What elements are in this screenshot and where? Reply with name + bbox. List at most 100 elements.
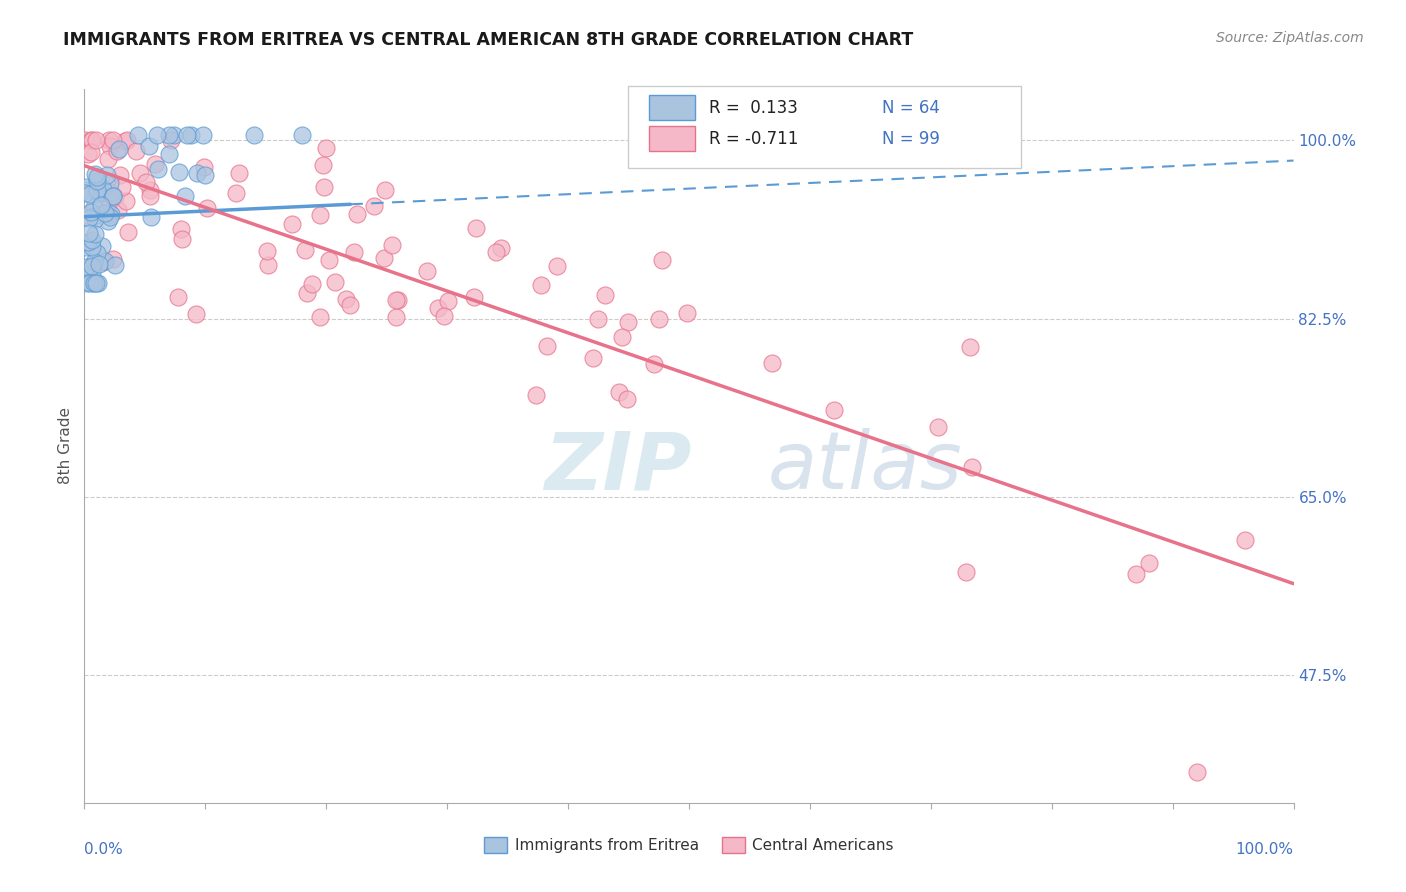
Point xyxy=(489,241,512,255)
Point xyxy=(433,309,456,323)
Point xyxy=(96,152,118,166)
Point xyxy=(98,138,121,153)
Point xyxy=(96,168,118,182)
Point xyxy=(96,202,118,216)
Point xyxy=(312,157,335,171)
Bar xyxy=(650,127,695,152)
Point xyxy=(167,165,190,179)
Point xyxy=(80,205,103,219)
Point xyxy=(485,245,508,260)
Point xyxy=(381,238,404,252)
Point xyxy=(91,255,114,269)
Text: N = 64: N = 64 xyxy=(883,99,941,117)
Point xyxy=(363,199,385,213)
Point xyxy=(84,133,107,147)
Point xyxy=(83,200,105,214)
Text: R = -0.711: R = -0.711 xyxy=(710,130,799,148)
Point xyxy=(76,276,98,290)
Point xyxy=(101,188,124,202)
Point xyxy=(959,340,981,354)
Point xyxy=(79,276,101,290)
Point xyxy=(146,128,169,142)
Point xyxy=(960,460,983,475)
Point xyxy=(186,166,208,180)
Point xyxy=(346,207,368,221)
Point xyxy=(170,221,193,235)
Point xyxy=(194,168,217,182)
Point xyxy=(256,258,278,272)
Point xyxy=(309,208,332,222)
Bar xyxy=(650,95,695,120)
Text: 0.0%: 0.0% xyxy=(84,842,124,857)
Point xyxy=(225,186,247,200)
Point xyxy=(77,226,100,240)
Text: R =  0.133: R = 0.133 xyxy=(710,99,799,117)
Y-axis label: 8th Grade: 8th Grade xyxy=(58,408,73,484)
Point xyxy=(87,276,110,290)
Point xyxy=(73,186,96,200)
Point xyxy=(76,271,98,285)
Point xyxy=(83,227,105,241)
Point xyxy=(79,186,101,201)
Point xyxy=(77,211,100,225)
Point xyxy=(79,133,101,147)
Point xyxy=(318,252,340,267)
Point xyxy=(103,252,125,266)
Point xyxy=(83,276,105,290)
Point xyxy=(77,146,100,161)
Point xyxy=(129,166,152,180)
Point xyxy=(91,182,114,196)
Point xyxy=(75,260,97,275)
Point xyxy=(115,194,138,208)
Point xyxy=(617,315,640,329)
Point xyxy=(104,259,127,273)
Point xyxy=(343,245,366,260)
Point xyxy=(94,206,117,220)
Point xyxy=(97,194,120,209)
Point xyxy=(76,235,98,250)
Point xyxy=(86,245,108,260)
Point xyxy=(86,187,108,202)
Point xyxy=(84,276,107,290)
Point xyxy=(312,179,335,194)
Point xyxy=(374,183,396,197)
Point xyxy=(173,189,195,203)
Point xyxy=(385,293,408,307)
Point xyxy=(1125,567,1147,582)
Point xyxy=(315,141,337,155)
Point xyxy=(335,292,357,306)
Point xyxy=(180,128,202,142)
Point xyxy=(139,189,162,203)
Point xyxy=(228,166,250,180)
Point xyxy=(90,198,112,212)
Point xyxy=(143,157,166,171)
Point xyxy=(135,175,157,189)
Point xyxy=(536,339,558,353)
Point xyxy=(89,180,111,194)
Text: Source: ZipAtlas.com: Source: ZipAtlas.com xyxy=(1216,31,1364,45)
Point xyxy=(107,203,129,218)
Point xyxy=(524,388,547,402)
Point xyxy=(127,128,149,142)
Point xyxy=(111,180,134,194)
Point xyxy=(90,239,112,253)
Text: 100.0%: 100.0% xyxy=(1236,842,1294,857)
Point xyxy=(105,144,128,158)
Point xyxy=(281,217,304,231)
Point xyxy=(823,403,845,417)
Point xyxy=(100,186,122,200)
Point xyxy=(184,307,207,321)
Point xyxy=(108,143,131,157)
Point xyxy=(193,128,215,142)
Point xyxy=(98,133,121,147)
Point xyxy=(955,565,977,579)
Point xyxy=(75,240,97,254)
Point xyxy=(593,288,616,302)
Point xyxy=(1234,533,1257,548)
Point xyxy=(86,174,108,188)
Point xyxy=(586,312,609,326)
Point xyxy=(115,133,138,147)
Point xyxy=(373,251,395,265)
Point xyxy=(463,290,485,304)
Point xyxy=(159,133,181,147)
